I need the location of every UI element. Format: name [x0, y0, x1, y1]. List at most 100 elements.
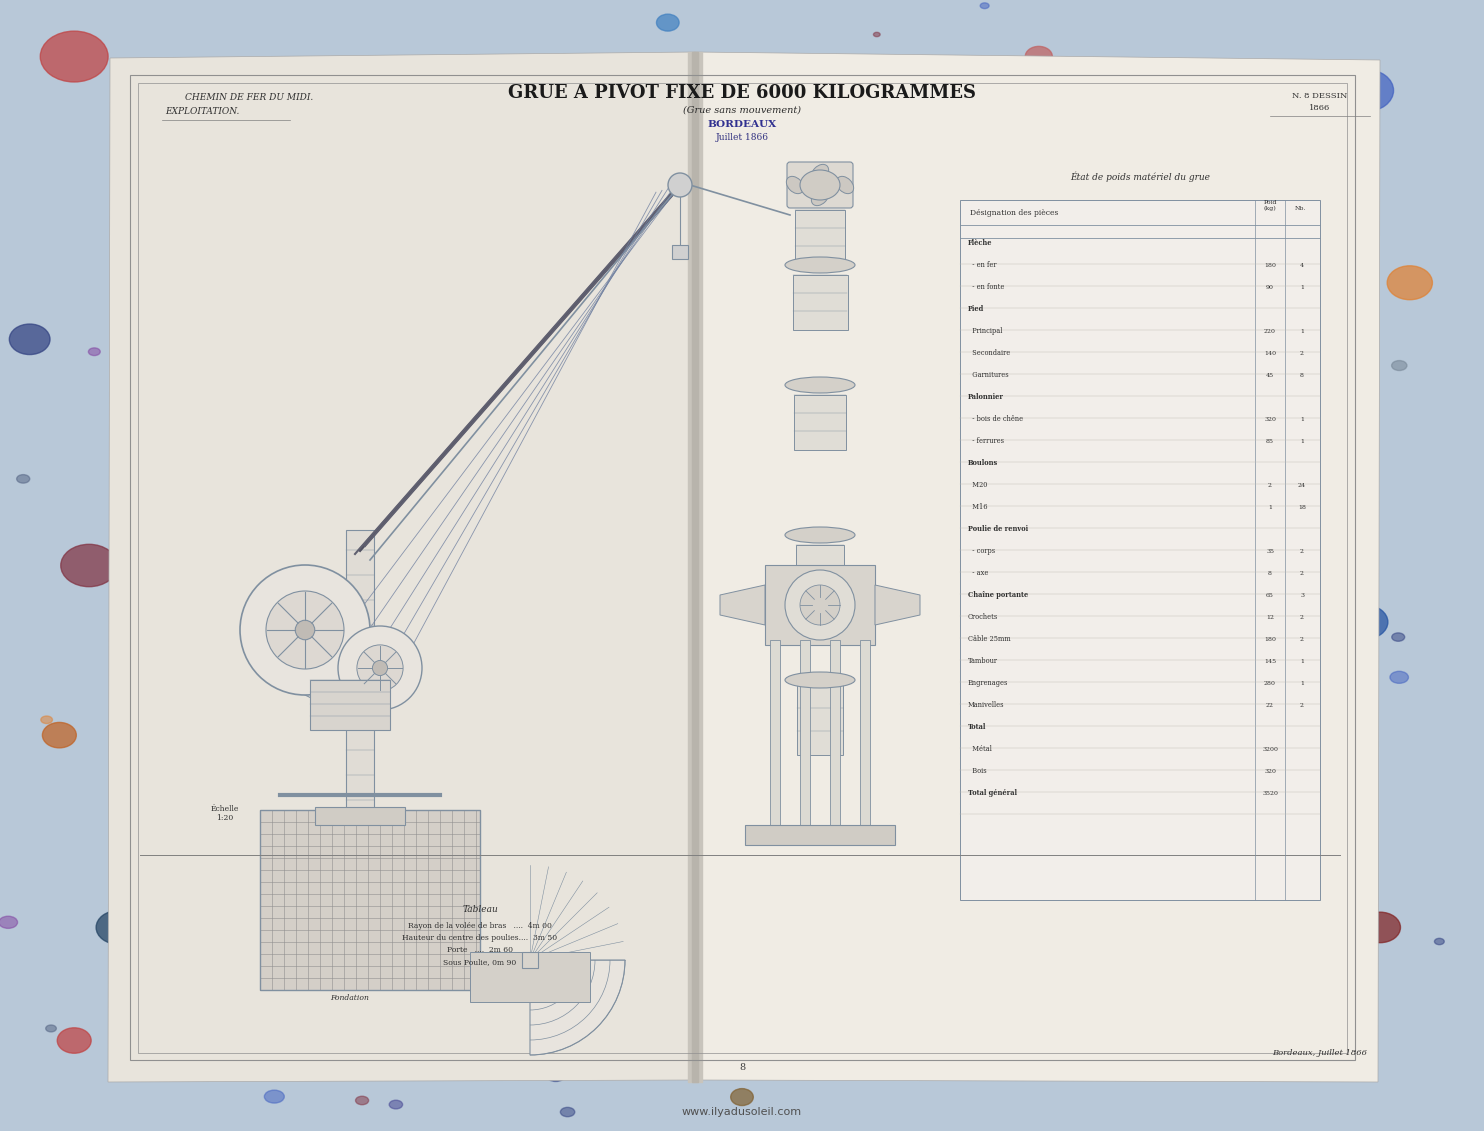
Text: 2: 2 — [1300, 351, 1304, 356]
Text: 320: 320 — [1264, 769, 1276, 774]
Text: 12: 12 — [1266, 615, 1273, 620]
Bar — [794, 395, 846, 450]
Ellipse shape — [1343, 605, 1388, 639]
Text: 35: 35 — [1266, 549, 1273, 554]
Text: 65: 65 — [1266, 593, 1273, 598]
Text: N. 8 DESSIN: N. 8 DESSIN — [1293, 92, 1347, 100]
Text: Total: Total — [968, 723, 987, 731]
Bar — [689, 52, 702, 1082]
Ellipse shape — [546, 1069, 565, 1081]
Ellipse shape — [1392, 361, 1407, 371]
Text: Échelle
1:20: Échelle 1:20 — [211, 805, 239, 822]
Text: Fondation: Fondation — [331, 994, 370, 1002]
Text: 1: 1 — [1300, 417, 1304, 422]
Text: M16: M16 — [968, 503, 987, 511]
Text: 180: 180 — [1264, 637, 1276, 642]
Text: Porte   ....  2m 60: Porte .... 2m 60 — [447, 946, 513, 955]
Text: BORDEAUX: BORDEAUX — [708, 120, 776, 129]
Circle shape — [800, 585, 840, 625]
Text: Poid
(kg): Poid (kg) — [1263, 200, 1276, 211]
Ellipse shape — [9, 323, 50, 355]
Text: Crochets: Crochets — [968, 613, 999, 621]
Text: EXPLOITATION.: EXPLOITATION. — [165, 107, 239, 116]
Text: 1: 1 — [1300, 659, 1304, 664]
Bar — [764, 566, 876, 645]
Circle shape — [785, 570, 855, 640]
Text: 90: 90 — [1266, 285, 1273, 290]
Bar — [138, 83, 1347, 1053]
Text: 22: 22 — [1266, 703, 1273, 708]
Ellipse shape — [561, 1107, 574, 1116]
Ellipse shape — [1025, 46, 1052, 67]
Text: Pied: Pied — [968, 305, 984, 313]
Bar — [800, 640, 810, 840]
Bar — [131, 75, 1355, 1060]
Text: - ferrures: - ferrures — [968, 437, 1005, 444]
Text: M20: M20 — [968, 481, 987, 489]
Ellipse shape — [1359, 912, 1401, 943]
Text: Désignation des pièces: Désignation des pièces — [971, 209, 1058, 217]
Ellipse shape — [800, 170, 840, 200]
Ellipse shape — [1319, 1039, 1352, 1064]
Bar — [795, 545, 844, 615]
Text: Hauteur du centre des poulies....  3m 50: Hauteur du centre des poulies.... 3m 50 — [402, 934, 558, 942]
Text: 24: 24 — [1298, 483, 1306, 487]
Text: Sous Poulie, 0m 90: Sous Poulie, 0m 90 — [444, 958, 516, 966]
Text: GRUE A PIVOT FIXE DE 6000 KILOGRAMMES: GRUE A PIVOT FIXE DE 6000 KILOGRAMMES — [508, 84, 976, 102]
Bar — [960, 200, 1319, 900]
Text: - bois de chêne: - bois de chêne — [968, 415, 1022, 423]
Ellipse shape — [16, 475, 30, 483]
Text: 8: 8 — [739, 1063, 745, 1072]
Ellipse shape — [43, 723, 76, 748]
Ellipse shape — [61, 544, 117, 587]
Text: 140: 140 — [1264, 351, 1276, 356]
Text: 3200: 3200 — [1261, 746, 1278, 752]
Ellipse shape — [1435, 939, 1444, 944]
Bar — [522, 952, 539, 968]
Text: 8: 8 — [1300, 373, 1304, 378]
Bar — [692, 52, 697, 1082]
Text: www.ilyadusoleil.com: www.ilyadusoleil.com — [683, 1107, 801, 1117]
Circle shape — [372, 661, 387, 675]
Ellipse shape — [837, 176, 853, 193]
Text: 2: 2 — [1300, 703, 1304, 708]
Ellipse shape — [1391, 672, 1408, 683]
Ellipse shape — [356, 1096, 368, 1105]
Text: 1: 1 — [1267, 506, 1272, 510]
Text: 1866: 1866 — [1309, 104, 1331, 112]
Bar — [310, 680, 390, 729]
Text: Bordeaux, Juillet 1866: Bordeaux, Juillet 1866 — [1272, 1048, 1367, 1057]
Text: 1: 1 — [1300, 681, 1304, 687]
Bar — [315, 808, 405, 824]
Text: Rayon de la volée de bras   ....  4m 00: Rayon de la volée de bras .... 4m 00 — [408, 922, 552, 930]
Text: - axe: - axe — [968, 569, 988, 577]
Ellipse shape — [1272, 767, 1340, 817]
Text: 1: 1 — [1300, 439, 1304, 444]
Text: Poulie de renvoi: Poulie de renvoi — [968, 525, 1028, 533]
Text: Bois: Bois — [968, 767, 987, 775]
Bar — [672, 245, 689, 259]
Polygon shape — [695, 52, 1380, 1082]
Ellipse shape — [785, 377, 855, 392]
Text: Total général: Total général — [968, 789, 1017, 797]
Ellipse shape — [981, 3, 988, 9]
Text: Tambour: Tambour — [968, 657, 999, 665]
Bar — [797, 685, 843, 756]
Text: CHEMIN DE FER DU MIDI.: CHEMIN DE FER DU MIDI. — [186, 93, 313, 102]
Bar — [470, 952, 591, 1002]
Ellipse shape — [1388, 266, 1432, 300]
Ellipse shape — [40, 31, 108, 83]
Ellipse shape — [1290, 157, 1322, 182]
Ellipse shape — [874, 33, 880, 36]
Circle shape — [266, 592, 344, 670]
Text: État de poids matériel du grue: État de poids matériel du grue — [1070, 172, 1209, 182]
Text: 320: 320 — [1264, 417, 1276, 422]
Text: Garnitures: Garnitures — [968, 371, 1009, 379]
Ellipse shape — [787, 176, 804, 193]
Ellipse shape — [46, 1025, 56, 1031]
Ellipse shape — [0, 916, 18, 929]
Text: - en fonte: - en fonte — [968, 283, 1005, 291]
Ellipse shape — [1392, 633, 1405, 641]
Text: 85: 85 — [1266, 439, 1273, 444]
Text: Métal: Métal — [968, 745, 991, 753]
